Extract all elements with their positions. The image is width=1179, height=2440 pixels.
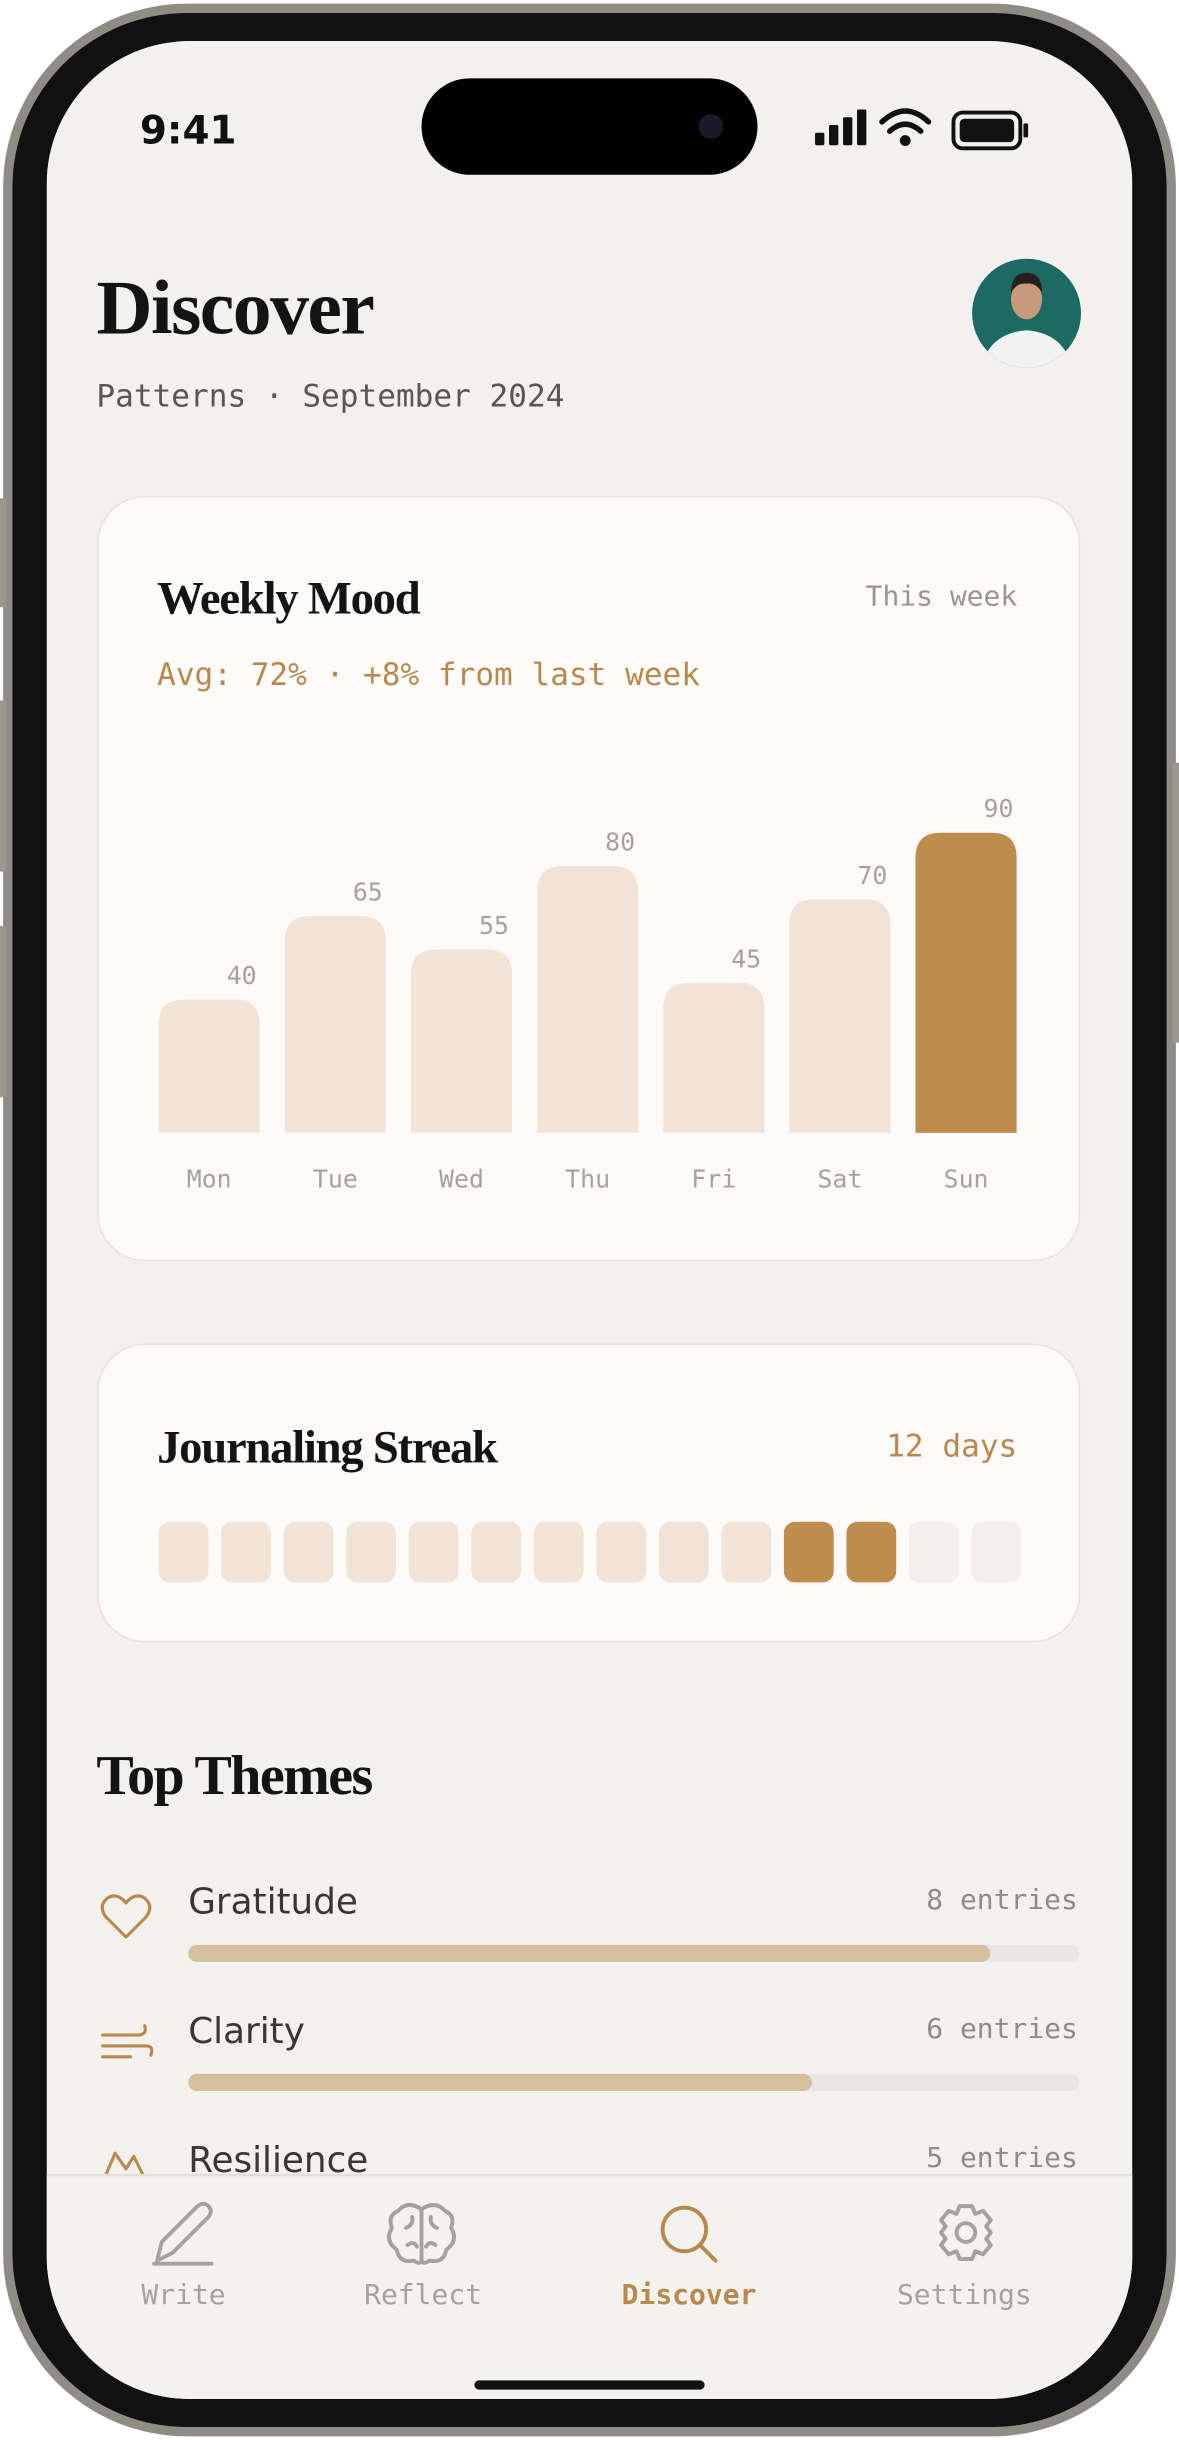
x-tick-label: Tue — [313, 1164, 358, 1193]
x-tick-label: Sun — [944, 1164, 989, 1193]
dynamic-island — [421, 78, 758, 175]
streak-count: 12 days — [886, 1428, 1017, 1464]
pencil-icon — [152, 2201, 214, 2266]
theme-name: Gratitude — [188, 1882, 358, 1923]
card-subtitle: Avg: 72% · +8% from last week — [157, 657, 700, 693]
streak-cell — [783, 1521, 834, 1583]
streak-cell — [721, 1521, 772, 1583]
streak-cell — [158, 1521, 209, 1583]
theme-name: Resilience — [188, 2140, 368, 2181]
theme-list: Gratitude 8 entries Clarity 6 entries Resili… — [188, 1882, 1080, 2181]
streak-cell — [221, 1521, 271, 1583]
side-button — [0, 700, 7, 872]
x-tick-label: Mon — [187, 1164, 232, 1193]
tabs: Write Reflect Discover Settings — [141, 2278, 1031, 2311]
wifi-icon — [879, 108, 932, 134]
bar — [915, 832, 1017, 1133]
x-tick-label: Fri — [691, 1164, 736, 1193]
streak-cell — [533, 1521, 584, 1583]
battery-level — [959, 118, 1015, 143]
signal-icon — [815, 109, 867, 146]
bar — [410, 949, 513, 1133]
themes-title: Top Themes — [96, 1745, 372, 1807]
streak-title: Journaling Streak — [157, 1422, 498, 1474]
bar — [663, 982, 765, 1133]
theme-name: Clarity — [188, 2011, 305, 2052]
side-button — [0, 926, 7, 1098]
bar-value-label: 65 — [353, 878, 383, 907]
x-tick-label: Sat — [817, 1164, 862, 1193]
streak-cell — [471, 1521, 522, 1583]
theme-entries: 5 entries — [926, 2141, 1078, 2174]
tab-label[interactable]: Write — [141, 2278, 225, 2311]
streak-cell — [658, 1521, 709, 1583]
bar — [284, 916, 386, 1133]
bar — [158, 999, 260, 1133]
battery — [951, 110, 1023, 151]
avatar-hair — [1011, 272, 1043, 293]
page-title: Discover — [96, 264, 373, 350]
streak-cell — [971, 1521, 1022, 1583]
bar — [789, 899, 891, 1133]
page-subtitle: Patterns · September 2024 — [96, 379, 564, 415]
streak-cell — [846, 1521, 897, 1583]
battery-tip — [1023, 123, 1029, 138]
bar-chart: 40 Mon 65 Tue 55 Wed 80 Thu 45 Fri 70 Sat 90 Sun — [158, 794, 1017, 1193]
bar-value-label: 70 — [857, 861, 887, 890]
status-time: 9:41 — [140, 109, 237, 154]
mountain-icon — [104, 2151, 145, 2176]
home-indicator — [474, 2380, 705, 2390]
heart-icon — [100, 1894, 152, 1939]
side-button — [0, 498, 7, 608]
progress-fill — [188, 1944, 991, 1962]
x-tick-label: Thu — [565, 1164, 610, 1193]
camera — [698, 114, 724, 139]
progress-fill — [188, 2073, 813, 2092]
bar-value-label: 40 — [227, 961, 257, 990]
tab-label[interactable]: Reflect — [364, 2278, 482, 2311]
brain-icon — [387, 2203, 456, 2265]
tab-label[interactable]: Settings — [897, 2278, 1032, 2311]
streak-cell — [283, 1521, 334, 1583]
bar-value-label: 80 — [605, 828, 635, 857]
avatar-face — [1011, 278, 1043, 320]
side-button — [1172, 762, 1179, 1043]
bar — [537, 866, 639, 1133]
theme-entries: 6 entries — [926, 2012, 1078, 2045]
streak-cell — [408, 1521, 459, 1583]
streak-card — [97, 1343, 1081, 1643]
card-period: This week — [866, 580, 1018, 613]
bar-value-label: 90 — [984, 794, 1014, 823]
theme-entries: 8 entries — [926, 1883, 1078, 1916]
x-tick-label: Wed — [439, 1164, 484, 1193]
card-title: Weekly Mood — [157, 572, 421, 624]
streak-cell — [596, 1521, 647, 1583]
bar-value-label: 55 — [479, 911, 509, 940]
streak-cells — [158, 1521, 1022, 1583]
settings-icon — [939, 2204, 993, 2261]
wifi-dot — [899, 135, 911, 146]
wind-icon — [101, 2024, 154, 2059]
bar-value-label: 45 — [731, 944, 761, 973]
streak-cell — [346, 1521, 397, 1583]
search-icon — [660, 2205, 718, 2263]
tab-label[interactable]: Discover — [622, 2278, 757, 2311]
streak-cell — [908, 1521, 959, 1583]
